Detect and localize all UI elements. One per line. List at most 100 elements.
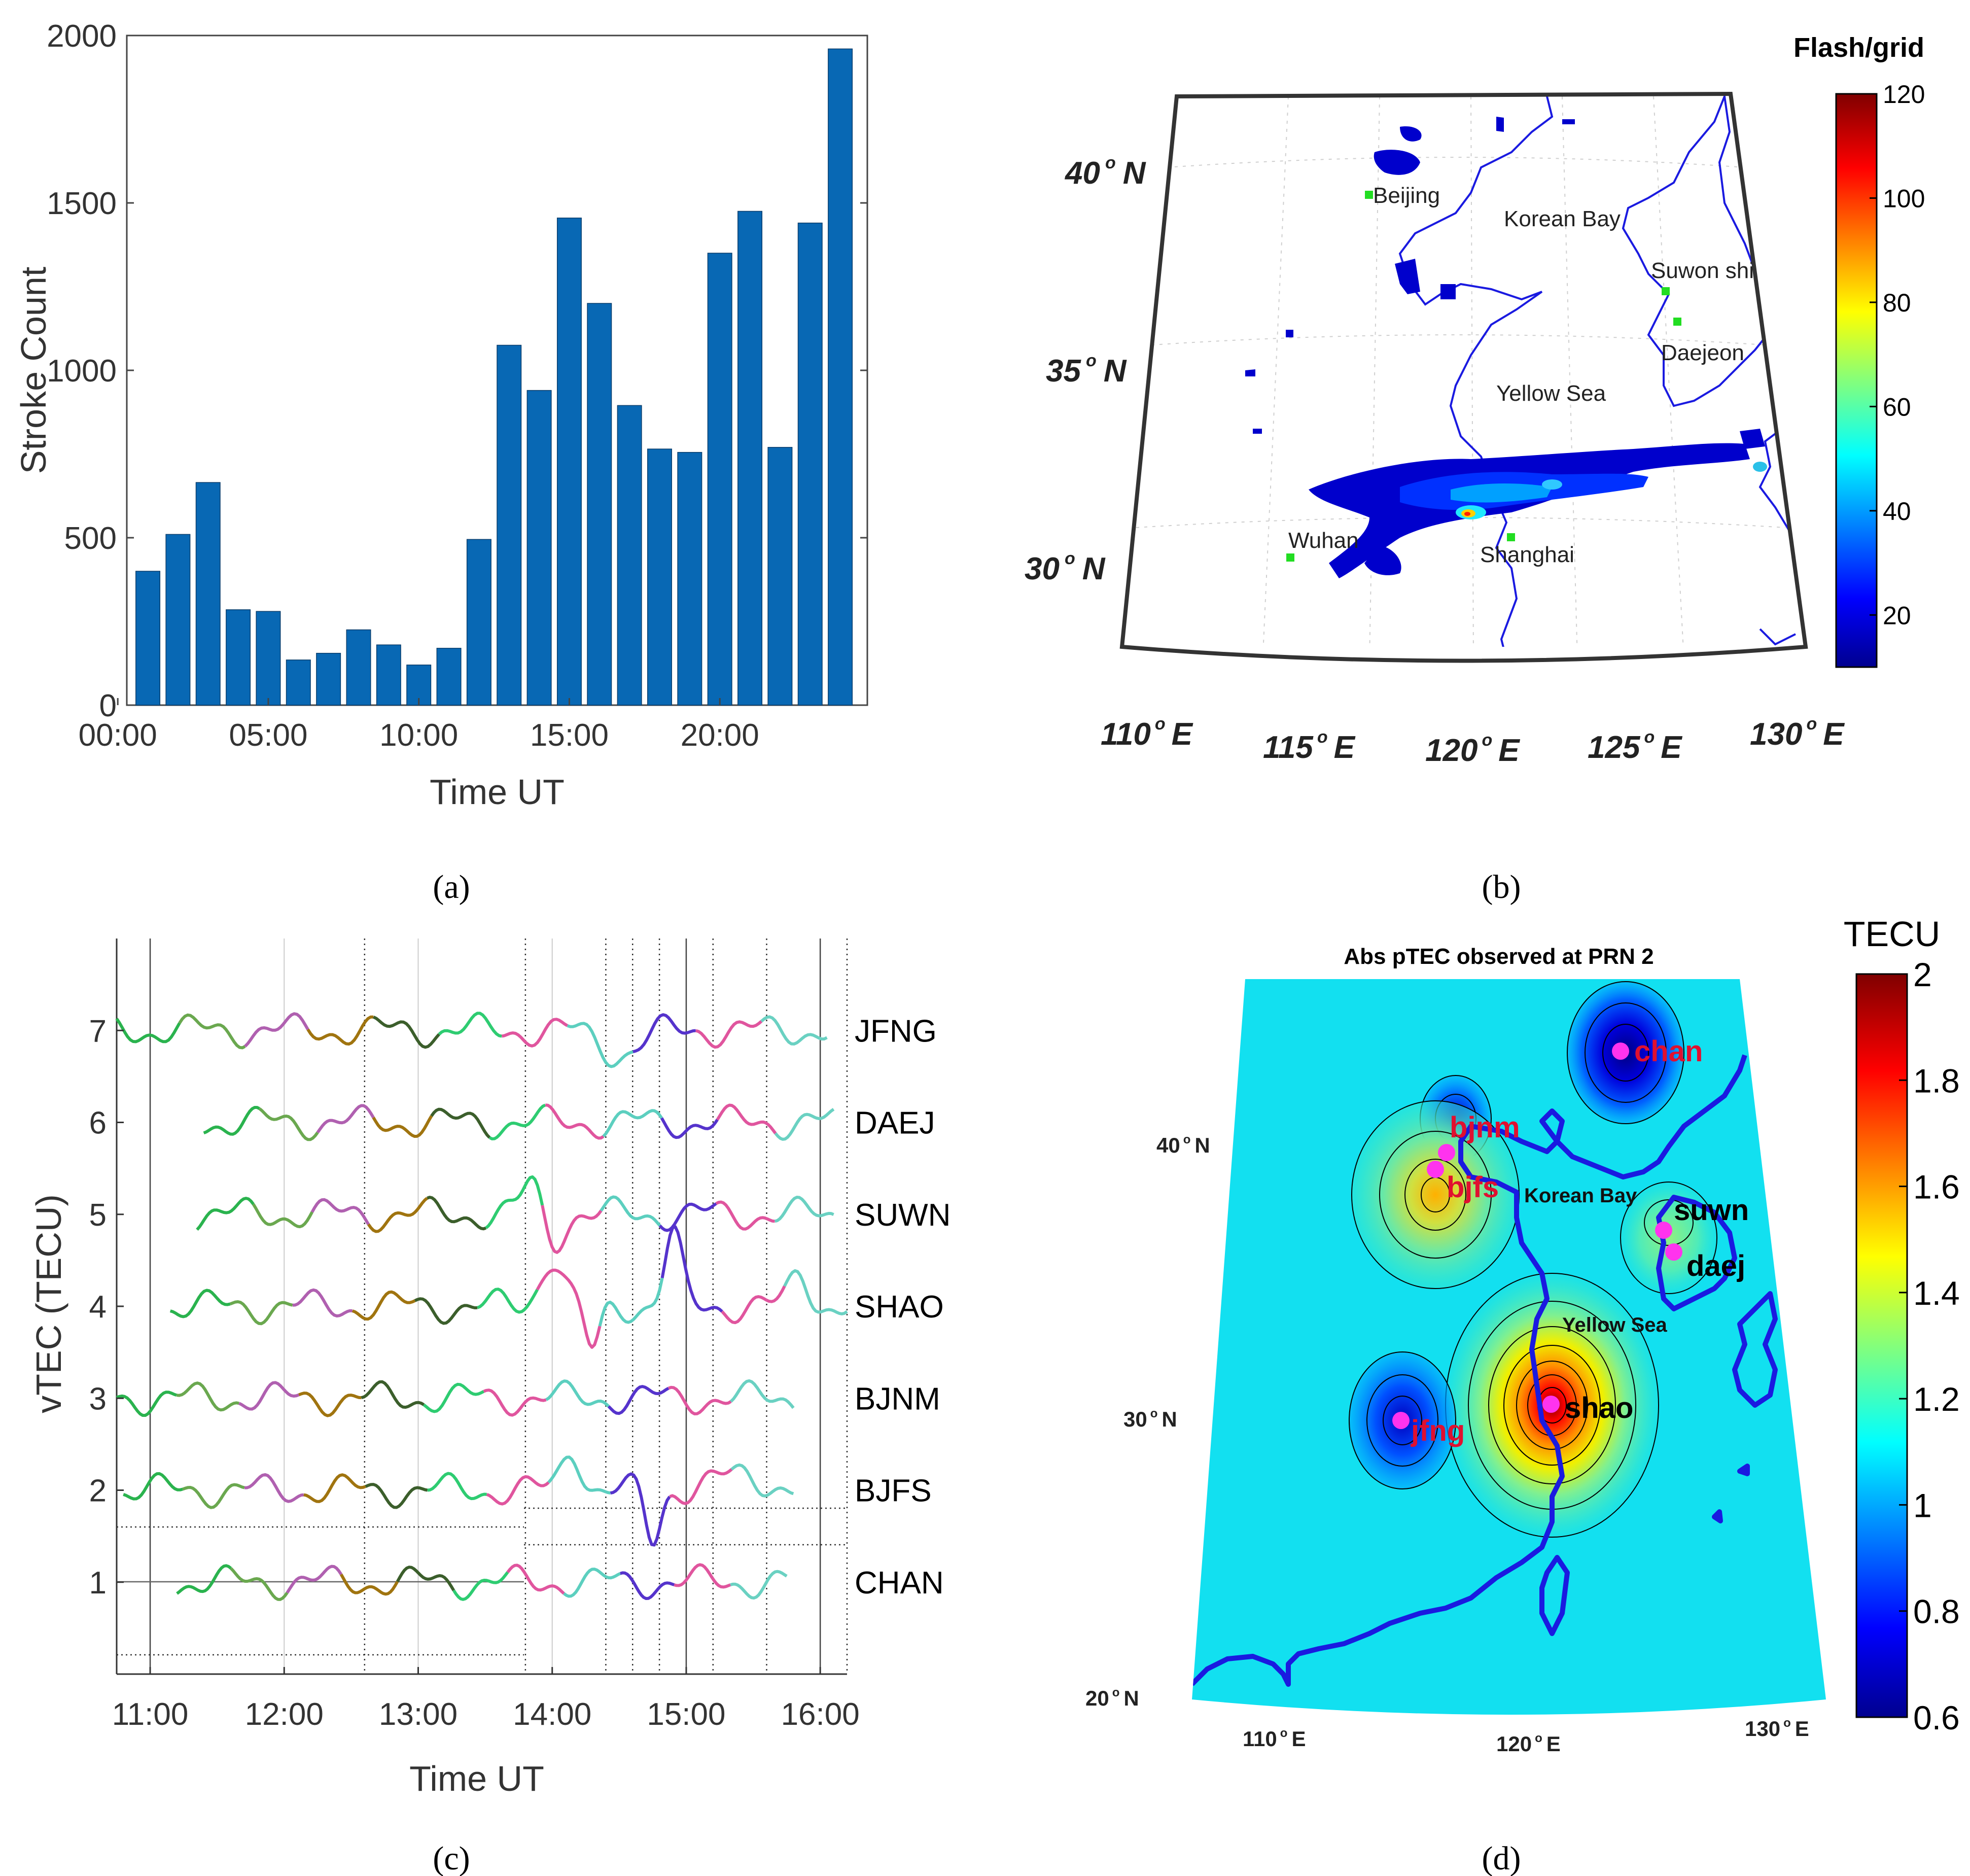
series-bjnm: [361, 1380, 425, 1409]
lightning-density: [1245, 117, 1767, 578]
colorbar-tick-label: 40: [1883, 497, 1911, 526]
shanghai-marker: [1507, 533, 1515, 541]
bar-hour-2: [165, 534, 191, 706]
bar-hour-7: [316, 652, 341, 706]
series-bjfs: [669, 1468, 733, 1505]
colorbar-tick-label: 20: [1883, 601, 1911, 630]
series-shao: [660, 1225, 723, 1313]
y-tick-label: 4: [89, 1290, 107, 1325]
bar-hour-13: [497, 344, 522, 706]
series-daej: [316, 1104, 375, 1134]
panel-a-y-label: Stroke Count: [14, 267, 53, 474]
series-bjnm: [668, 1385, 732, 1415]
series-suwn: [774, 1196, 834, 1223]
y-tick-label: 1500: [47, 186, 117, 221]
station-label-suwn: SUWN: [855, 1198, 951, 1233]
x-tick-label: 10:00: [379, 718, 458, 753]
x-tick-label: 12:00: [245, 1697, 324, 1732]
y-tick-label: 7: [89, 1014, 107, 1049]
map-d-station-labels: chan bjnm bjfs suwn daej shao jfng: [1411, 1035, 1749, 1447]
series-bjfs: [123, 1472, 183, 1501]
station-labels: JFNG DAEJ SUWN SHAO BJNM BJFS CHAN: [855, 1014, 951, 1601]
x-tick-label: 20:00: [681, 718, 759, 753]
bar-hour-11: [436, 648, 462, 706]
map-d-colorbar-ticks: 0.6 0.8 1 1.2 1.4 1.6 1.8 2: [1899, 956, 1960, 1736]
label-jfng: jfng: [1411, 1414, 1465, 1447]
label-suwn: suwn: [1674, 1194, 1749, 1227]
series-bjfs: [610, 1472, 671, 1547]
marker-shao: [1542, 1396, 1560, 1413]
label-daej: daej: [1686, 1249, 1745, 1282]
series-chan: [339, 1574, 399, 1596]
lon-label-115: 115 o E: [1263, 727, 1356, 765]
station-label-chan: CHAN: [855, 1566, 944, 1601]
map-b-coastline-se: [1759, 628, 1796, 646]
colorbar-tick-label: 1.2: [1913, 1380, 1960, 1418]
map-d-colorbar-label: TECU: [1844, 914, 1941, 954]
series-shao: [351, 1290, 416, 1321]
series-bjfs: [427, 1472, 487, 1501]
series-jfng: [501, 1018, 569, 1048]
place-korean-bay: Korean Bay: [1504, 206, 1621, 231]
map-b-lon-labels: 110 o E 115 o E 120 o E 125 o E 130 o E: [1101, 714, 1845, 768]
marker-daej: [1665, 1243, 1682, 1261]
series-bjnm: [483, 1388, 547, 1417]
series-bjnm: [176, 1381, 239, 1412]
x-tick-label: 15:00: [647, 1697, 725, 1732]
series-jfng: [178, 1013, 246, 1050]
series-bjfs: [365, 1483, 428, 1509]
station-label-bjfs: BJFS: [855, 1474, 932, 1509]
place-beijing: Beijing: [1373, 183, 1440, 208]
series-suwn: [485, 1175, 544, 1229]
place-suwon: Suwon shi: [1651, 258, 1754, 283]
bar-hour-3: [195, 482, 221, 706]
bar-hour-16: [587, 303, 612, 706]
series-suwn: [252, 1203, 314, 1229]
bar-hour-8: [346, 629, 371, 706]
bar-hour-19: [677, 451, 702, 706]
colorbar-tick-label: 1: [1913, 1486, 1932, 1524]
lat-label-30: 30 o N: [1025, 549, 1106, 586]
y-tick-label: 1000: [47, 354, 117, 389]
series-suwn: [310, 1198, 370, 1225]
map-d-lat-40: 40 o N: [1156, 1133, 1210, 1157]
series-jfng: [372, 1016, 440, 1049]
bar-hour-24: [828, 48, 853, 706]
map-d-colorbar: [1855, 973, 1908, 1718]
series-bjfs: [182, 1483, 245, 1509]
series-shao: [721, 1285, 786, 1325]
colorbar-tick-label: 1.8: [1913, 1062, 1960, 1099]
bar-hour-22: [767, 447, 793, 706]
colorbar-tick-label: 0.8: [1913, 1593, 1960, 1630]
y-tick-label: 6: [89, 1106, 107, 1141]
series-bjnm: [545, 1379, 610, 1408]
marker-suwn: [1655, 1222, 1672, 1239]
bar-hour-14: [526, 390, 552, 706]
map-b-frame: [1119, 91, 1808, 663]
panel-c-y-label: vTEC (TECU): [29, 1194, 68, 1413]
map-b-city-markers: [1286, 191, 1681, 562]
series-suwn: [367, 1197, 429, 1233]
x-tick-label: 00:00: [79, 718, 157, 753]
panel-a-bar-chart: 0 500 1000 1500 2000 00:00 05:00 10:00 15:00 20:…: [14, 19, 868, 906]
station-label-daej: DAEJ: [855, 1106, 935, 1141]
series-bjnm: [729, 1379, 795, 1409]
series-shao: [536, 1268, 602, 1349]
series-chan: [563, 1568, 621, 1598]
station-label-jfng: JFNG: [855, 1014, 937, 1049]
series-suwn: [541, 1205, 603, 1254]
series-chan: [730, 1570, 788, 1600]
lon-label-120: 120 o E: [1425, 731, 1520, 768]
map-d-title: Abs pTEC observed at PRN 2: [1344, 944, 1654, 969]
series-jfng: [632, 1013, 696, 1054]
map-d-lat-30: 30 o N: [1123, 1407, 1177, 1431]
series-bjnm: [423, 1382, 485, 1413]
blob-suwn: [1620, 1182, 1717, 1294]
panel-d-caption: (d): [1482, 1840, 1521, 1876]
series-daej: [660, 1117, 719, 1139]
series-jfng: [115, 1018, 181, 1044]
place-yellow-sea: Yellow Sea: [1496, 381, 1606, 406]
series-shao: [598, 1277, 664, 1327]
y-tick-label: 2000: [47, 19, 117, 54]
